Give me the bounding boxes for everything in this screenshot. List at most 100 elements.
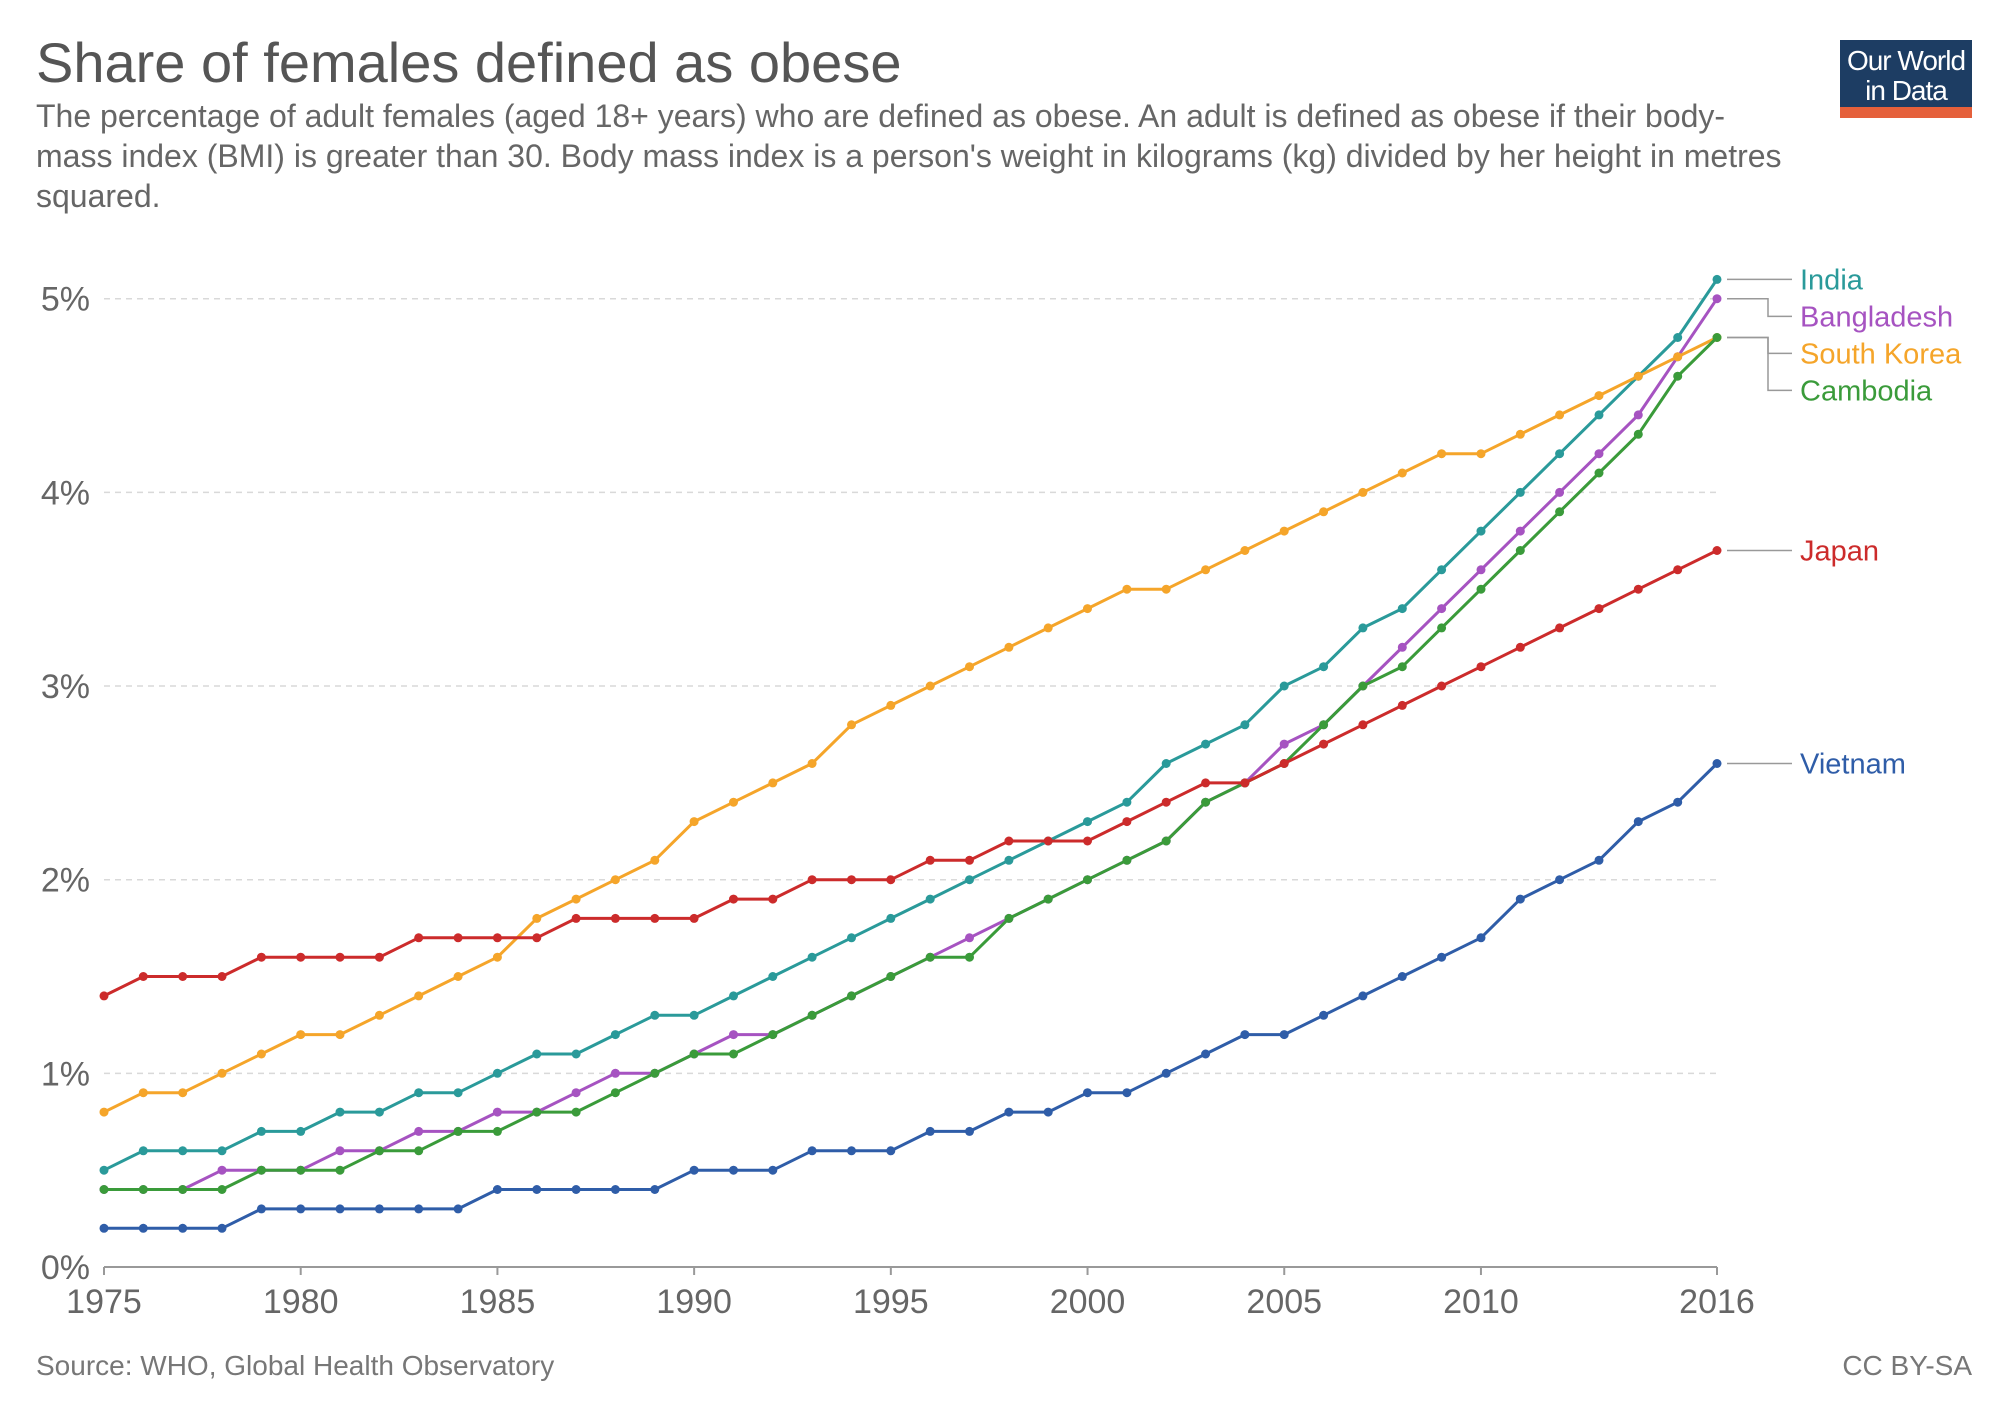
data-point[interactable] <box>1004 855 1014 865</box>
data-point[interactable] <box>178 1146 188 1156</box>
data-point[interactable] <box>492 952 502 962</box>
data-point[interactable] <box>414 991 424 1001</box>
data-point[interactable] <box>1515 642 1525 652</box>
data-point[interactable] <box>571 1088 581 1098</box>
data-point[interactable] <box>807 952 817 962</box>
series-label[interactable]: Cambodia <box>1800 375 1933 407</box>
data-point[interactable] <box>1437 449 1447 459</box>
data-point[interactable] <box>1083 1088 1092 1098</box>
data-point[interactable] <box>1397 662 1407 672</box>
data-point[interactable] <box>492 1068 502 1078</box>
data-point[interactable] <box>335 1107 345 1117</box>
data-point[interactable] <box>1043 836 1053 846</box>
data-point[interactable] <box>492 1107 502 1117</box>
data-point[interactable] <box>1712 333 1722 342</box>
data-point[interactable] <box>1594 604 1604 614</box>
data-point[interactable] <box>1319 1010 1329 1020</box>
data-point[interactable] <box>610 875 620 885</box>
data-point[interactable] <box>414 1088 424 1098</box>
data-point[interactable] <box>217 972 227 981</box>
data-point[interactable] <box>138 1146 148 1156</box>
data-point[interactable] <box>178 1185 188 1194</box>
data-point[interactable] <box>256 1165 266 1175</box>
series-label[interactable]: Japan <box>1800 535 1879 567</box>
data-point[interactable] <box>965 933 974 943</box>
data-point[interactable] <box>1201 778 1211 788</box>
data-point[interactable] <box>1555 410 1565 420</box>
data-point[interactable] <box>1083 817 1092 827</box>
data-point[interactable] <box>296 1126 306 1136</box>
data-point[interactable] <box>1279 681 1289 691</box>
data-point[interactable] <box>1161 836 1171 846</box>
data-point[interactable] <box>335 1204 345 1214</box>
data-point[interactable] <box>1358 720 1368 730</box>
data-point[interactable] <box>1161 1068 1171 1078</box>
data-point[interactable] <box>414 1146 424 1156</box>
data-point[interactable] <box>532 1185 542 1194</box>
data-point[interactable] <box>374 1204 384 1214</box>
data-point[interactable] <box>1004 642 1014 652</box>
data-point[interactable] <box>1476 565 1486 575</box>
data-point[interactable] <box>689 1165 699 1175</box>
data-point[interactable] <box>886 1146 896 1156</box>
data-point[interactable] <box>1397 972 1407 981</box>
data-point[interactable] <box>1555 449 1565 459</box>
data-point[interactable] <box>1358 681 1368 691</box>
data-point[interactable] <box>689 817 699 827</box>
data-point[interactable] <box>925 894 935 904</box>
data-point[interactable] <box>374 1146 384 1156</box>
data-point[interactable] <box>1083 604 1092 614</box>
data-point[interactable] <box>610 913 620 923</box>
data-point[interactable] <box>1594 391 1604 401</box>
data-point[interactable] <box>453 1126 463 1136</box>
data-point[interactable] <box>571 1185 581 1194</box>
data-point[interactable] <box>492 1126 502 1136</box>
data-point[interactable] <box>729 1030 738 1040</box>
data-point[interactable] <box>925 855 935 865</box>
data-point[interactable] <box>99 1107 109 1117</box>
data-point[interactable] <box>807 875 817 885</box>
data-point[interactable] <box>256 1049 266 1059</box>
data-point[interactable] <box>1083 836 1092 846</box>
data-point[interactable] <box>689 1049 699 1059</box>
data-point[interactable] <box>571 913 581 923</box>
data-point[interactable] <box>1633 371 1643 381</box>
data-point[interactable] <box>925 952 935 962</box>
data-point[interactable] <box>1240 1030 1250 1040</box>
data-point[interactable] <box>1083 875 1092 885</box>
series-line[interactable] <box>103 336 1718 1114</box>
data-point[interactable] <box>1279 1030 1289 1040</box>
data-point[interactable] <box>453 933 463 943</box>
data-point[interactable] <box>1633 584 1643 594</box>
data-point[interactable] <box>335 1165 345 1175</box>
data-point[interactable] <box>492 1185 502 1194</box>
data-point[interactable] <box>1437 623 1447 633</box>
data-point[interactable] <box>610 1068 620 1078</box>
data-point[interactable] <box>138 972 148 981</box>
series-line[interactable] <box>103 278 1719 1172</box>
data-point[interactable] <box>965 1126 974 1136</box>
data-point[interactable] <box>1279 739 1289 749</box>
data-point[interactable] <box>1633 429 1643 439</box>
data-point[interactable] <box>138 1185 148 1194</box>
data-point[interactable] <box>650 913 660 923</box>
data-point[interactable] <box>965 855 974 865</box>
data-point[interactable] <box>847 933 856 943</box>
data-point[interactable] <box>217 1068 227 1078</box>
data-point[interactable] <box>610 1088 620 1098</box>
data-point[interactable] <box>1240 546 1250 555</box>
data-point[interactable] <box>807 1010 817 1020</box>
data-point[interactable] <box>729 797 738 807</box>
data-point[interactable] <box>256 1126 266 1136</box>
data-point[interactable] <box>217 1165 227 1175</box>
series-bangladesh[interactable] <box>99 294 1722 1194</box>
data-point[interactable] <box>99 991 109 1001</box>
data-point[interactable] <box>296 1204 306 1214</box>
data-point[interactable] <box>847 720 856 730</box>
data-point[interactable] <box>1043 894 1053 904</box>
data-point[interactable] <box>1633 817 1643 827</box>
data-point[interactable] <box>571 1107 581 1117</box>
data-point[interactable] <box>1476 526 1486 536</box>
data-point[interactable] <box>532 913 542 923</box>
series-line[interactable] <box>104 297 1719 1191</box>
